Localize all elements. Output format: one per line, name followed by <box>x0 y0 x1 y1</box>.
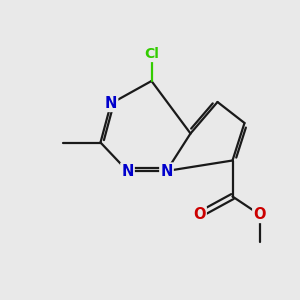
Text: O: O <box>193 207 206 222</box>
Text: N: N <box>105 96 117 111</box>
Text: N: N <box>160 164 173 178</box>
Text: N: N <box>121 164 134 178</box>
Text: O: O <box>253 207 266 222</box>
Text: Cl: Cl <box>144 47 159 61</box>
